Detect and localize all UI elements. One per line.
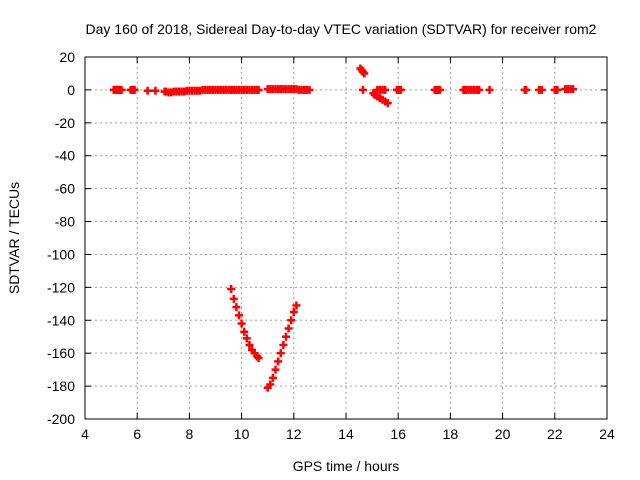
y-tick-label: -20	[55, 115, 75, 131]
x-tick-label: 24	[599, 426, 615, 442]
y-tick-label: -120	[47, 279, 75, 295]
data-point	[271, 365, 280, 374]
data-point	[383, 99, 392, 108]
x-tick-label: 20	[495, 426, 511, 442]
x-tick-label: 12	[286, 426, 302, 442]
data-point	[485, 85, 494, 94]
data-point	[254, 85, 263, 94]
y-tick-label: -160	[47, 345, 75, 361]
y-tick-label: -180	[47, 378, 75, 394]
plot-frame	[84, 56, 608, 420]
data-point	[522, 85, 531, 94]
y-tick-label: -100	[47, 246, 75, 262]
data-point	[569, 85, 578, 94]
data-point	[435, 85, 444, 94]
data-point	[242, 334, 251, 343]
data-point	[292, 301, 301, 310]
data-points	[109, 64, 578, 392]
axis-ticks: 4 6 8 10 12 14 16 18 20 22 24-200-180-160-140-120-…	[47, 49, 615, 442]
data-point	[229, 294, 238, 303]
data-point	[232, 303, 241, 312]
y-tick-label: -60	[55, 181, 75, 197]
data-point	[240, 327, 249, 336]
data-point	[396, 85, 405, 94]
data-point	[266, 380, 275, 389]
data-point	[274, 357, 283, 366]
x-tick-label: 16	[390, 426, 406, 442]
chart-title: Day 160 of 2018, Sidereal Day-to-day VTE…	[86, 21, 597, 37]
data-point	[234, 311, 243, 320]
data-point	[237, 319, 246, 328]
y-axis-title: SDTVAR / TECUs	[6, 182, 22, 294]
data-point	[381, 85, 390, 94]
x-tick-label: 14	[338, 426, 354, 442]
y-tick-label: 0	[67, 82, 75, 98]
x-tick-label: 22	[547, 426, 563, 442]
data-point	[151, 86, 160, 95]
x-tick-label: 18	[443, 426, 459, 442]
data-point	[358, 85, 367, 94]
data-point	[245, 340, 254, 349]
data-point	[289, 308, 298, 317]
data-point	[227, 285, 236, 294]
data-point	[281, 332, 290, 341]
data-point	[287, 316, 296, 325]
data-point	[475, 85, 484, 94]
y-tick-label: -80	[55, 214, 75, 230]
data-point	[305, 85, 314, 94]
x-tick-label: 8	[186, 426, 194, 442]
y-tick-label: -40	[55, 148, 75, 164]
x-tick-label: 10	[234, 426, 250, 442]
data-point	[537, 85, 546, 94]
data-point	[276, 349, 285, 358]
data-point	[284, 324, 293, 333]
y-tick-label: -140	[47, 312, 75, 328]
data-point	[143, 86, 152, 95]
x-tick-label: 6	[133, 426, 141, 442]
data-point	[254, 354, 263, 363]
data-point	[130, 85, 139, 94]
x-axis-title: GPS time / hours	[293, 458, 400, 474]
grid	[85, 57, 607, 419]
data-point	[360, 69, 369, 78]
data-point	[553, 85, 562, 94]
y-tick-label: 20	[59, 49, 75, 65]
data-point	[268, 373, 277, 382]
data-point	[279, 340, 288, 349]
y-tick-label: -200	[47, 411, 75, 427]
data-point	[117, 85, 126, 94]
x-tick-label: 4	[81, 426, 89, 442]
